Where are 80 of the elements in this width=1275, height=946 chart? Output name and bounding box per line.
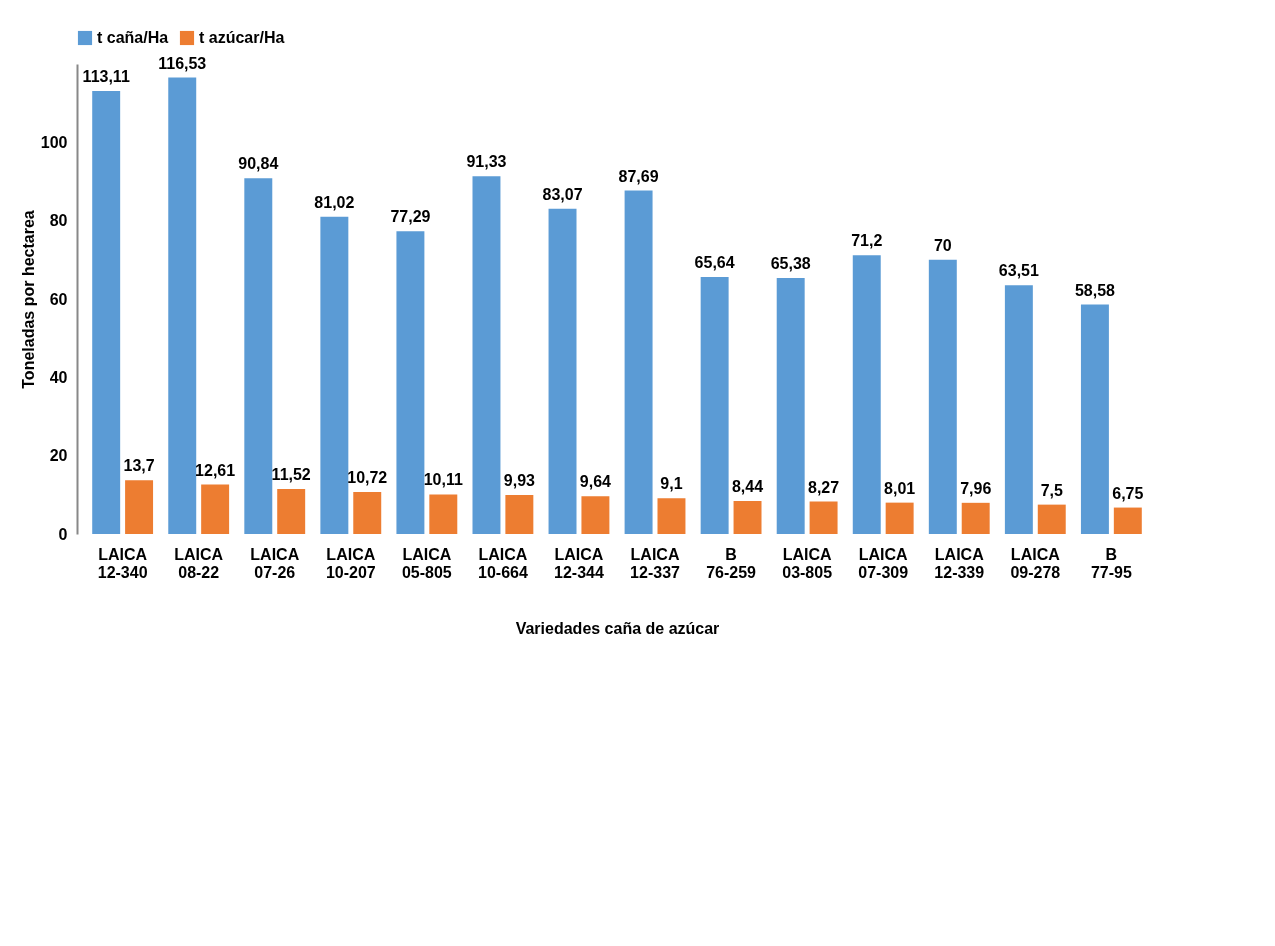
legend-label: t caña/Ha <box>97 29 169 46</box>
y-tick-label: 0 <box>58 525 68 543</box>
x-tick-label: LAICA 12-337 <box>630 545 681 581</box>
bar <box>624 190 653 534</box>
data-label: 9,1 <box>660 475 683 493</box>
x-tick-label: LAICA 12-339 <box>934 545 985 581</box>
x-tick-label: LAICA 05-805 <box>401 545 452 581</box>
bar <box>776 277 805 534</box>
data-label: 8,27 <box>808 478 840 496</box>
bar <box>320 216 349 534</box>
bar <box>472 176 501 534</box>
data-label: 65,64 <box>694 253 735 271</box>
data-label: 8,01 <box>884 479 916 497</box>
data-label: 83,07 <box>542 185 583 203</box>
bar <box>201 484 230 534</box>
data-label: 10,72 <box>347 469 388 487</box>
y-tick-label: 100 <box>40 133 68 151</box>
x-axis-title: Variedades caña de azúcar <box>515 619 720 637</box>
data-label: 65,38 <box>770 254 811 272</box>
data-label: 8,44 <box>731 477 764 495</box>
y-tick-label: 40 <box>49 368 68 386</box>
x-tick-label: LAICA 10-664 <box>478 545 528 581</box>
bar <box>244 178 273 534</box>
bar <box>353 492 382 534</box>
bar <box>125 480 154 534</box>
x-tick-label: LAICA 12-344 <box>554 545 604 581</box>
bar <box>1113 507 1142 534</box>
y-tick-label: 60 <box>49 290 68 308</box>
x-tick-label: LAICA 10-207 <box>325 545 376 581</box>
data-label: 7,96 <box>960 479 992 497</box>
bar <box>277 488 306 534</box>
x-tick-label: LAICA 03-805 <box>782 545 833 581</box>
bar <box>92 90 121 534</box>
bar <box>885 502 914 534</box>
bar <box>928 259 957 534</box>
data-label: 6,75 <box>1112 484 1144 502</box>
bar <box>852 255 881 534</box>
x-tick-label: LAICA 07-26 <box>250 545 300 581</box>
data-label: 63,51 <box>998 262 1039 280</box>
data-label: 113,11 <box>82 67 130 85</box>
data-label: 70 <box>933 236 952 254</box>
data-label: 12,61 <box>195 461 236 479</box>
x-tick-label: LAICA 09-278 <box>1010 545 1061 581</box>
bar <box>429 494 458 534</box>
bar <box>700 276 729 534</box>
data-label: 91,33 <box>466 153 507 171</box>
bar <box>505 495 534 534</box>
bar <box>1037 504 1066 534</box>
x-tick-label: B 76-259 <box>706 545 757 581</box>
bar <box>657 498 686 534</box>
bar <box>1080 304 1109 534</box>
bar <box>961 502 990 534</box>
legend-label: t azúcar/Ha <box>199 29 285 46</box>
data-label: 7,5 <box>1040 481 1063 499</box>
bar <box>396 231 425 534</box>
data-label: 10,11 <box>423 471 463 489</box>
bar <box>733 500 762 534</box>
bar <box>581 496 610 534</box>
x-tick-label: LAICA 08-22 <box>174 545 224 581</box>
x-tick-label: LAICA 07-309 <box>858 545 909 581</box>
bar <box>1004 285 1033 534</box>
data-label: 71,2 <box>851 232 883 250</box>
bar <box>809 501 838 534</box>
data-label: 81,02 <box>314 193 355 211</box>
data-label: 77,29 <box>390 208 431 226</box>
x-tick-label: B 77-95 <box>1090 545 1132 581</box>
bar <box>548 208 577 534</box>
y-axis-title: Toneladas por hectarea <box>19 210 37 389</box>
data-label: 9,93 <box>503 472 536 490</box>
y-tick-label: 20 <box>49 447 68 465</box>
data-label: 90,84 <box>238 155 279 173</box>
y-tick-label: 80 <box>49 212 68 230</box>
data-label: 116,53 <box>158 54 207 72</box>
data-label: 58,58 <box>1074 281 1116 299</box>
data-label: 11,52 <box>271 465 311 483</box>
bar <box>168 77 197 534</box>
data-label: 9,64 <box>579 473 612 491</box>
x-tick-label: LAICA 12-340 <box>97 545 148 581</box>
data-label: 13,7 <box>123 457 155 475</box>
data-label: 87,69 <box>618 167 659 185</box>
